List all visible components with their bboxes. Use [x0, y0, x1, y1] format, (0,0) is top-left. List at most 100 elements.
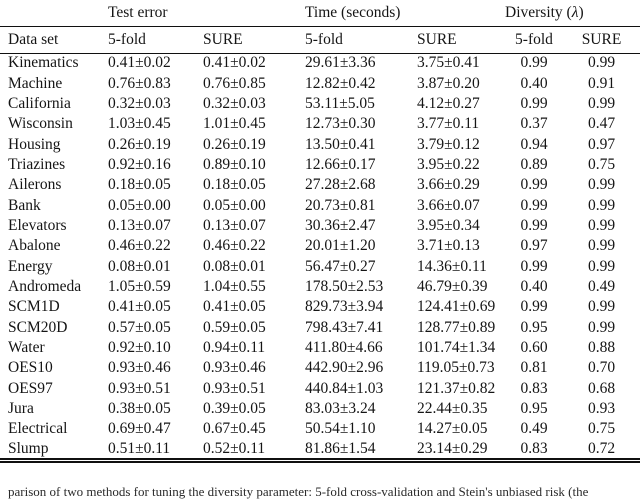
value-cell: 124.41±0.69 [417, 298, 496, 316]
dataset-name-cell: Wisconsin [8, 115, 73, 133]
dataset-name-cell: Andromeda [8, 277, 82, 295]
value-cell: 0.99 [520, 298, 548, 316]
value-cell: 3.66±0.29 [417, 176, 480, 194]
value-cell: 0.99 [587, 54, 616, 72]
value-cell: 0.97 [587, 135, 616, 153]
table-row: Kinematics 0.41±0.02 0.41±0.02 29.61±3.36 3.… [0, 53, 640, 73]
value-cell: 0.05±0.00 [203, 196, 266, 214]
value-cell: 0.40 [520, 74, 548, 92]
value-cell: 101.74±1.34 [417, 338, 496, 356]
value-cell: 12.82±0.42 [305, 74, 376, 92]
value-cell: 0.72 [587, 439, 616, 457]
value-cell: 0.49 [587, 277, 616, 295]
value-cell: 0.13±0.07 [108, 216, 171, 234]
value-cell: 30.36±2.47 [305, 216, 376, 234]
table-row: California 0.32±0.03 0.32±0.03 53.11±5.05 4.… [0, 94, 640, 114]
value-cell: 0.99 [520, 216, 548, 234]
value-cell: 128.77±0.89 [417, 318, 496, 336]
dataset-name-cell: Kinematics [8, 54, 79, 72]
value-cell: 0.81 [520, 359, 548, 377]
group-header-spacer [0, 0, 108, 27]
value-cell: 0.76±0.85 [203, 74, 266, 92]
value-cell: 0.99 [587, 237, 616, 255]
value-cell: 442.90±2.96 [305, 359, 384, 377]
value-cell: 0.59±0.05 [203, 318, 266, 336]
group-header: Time (seconds) [305, 0, 505, 27]
value-cell: 0.93±0.46 [203, 359, 266, 377]
value-cell: 0.40 [520, 277, 548, 295]
value-cell: 829.73±3.94 [305, 298, 384, 316]
value-cell: 3.75±0.41 [417, 54, 480, 72]
value-cell: 0.99 [587, 176, 616, 194]
table-row: OES10 0.93±0.46 0.93±0.46 442.90±2.96 119.05… [0, 358, 640, 378]
value-cell: 0.46±0.22 [203, 237, 266, 255]
value-cell: 0.47 [587, 115, 616, 133]
value-cell: 0.99 [587, 257, 616, 275]
dataset-name-cell: Ailerons [8, 176, 62, 194]
value-cell: 0.91 [587, 74, 616, 92]
table-row: Bank 0.05±0.00 0.05±0.00 20.73±0.81 3.66±0.0… [0, 195, 640, 215]
value-cell: 53.11±5.05 [305, 94, 375, 112]
lambda-symbol: λ [571, 3, 579, 21]
value-cell: 0.99 [520, 54, 548, 72]
value-cell: 3.79±0.12 [417, 135, 480, 153]
value-cell: 22.44±0.35 [417, 400, 488, 418]
table-row: Water 0.92±0.10 0.94±0.11 411.80±4.66 101.74… [0, 338, 640, 358]
value-cell: 0.37 [520, 115, 548, 133]
value-cell: 0.51±0.11 [108, 439, 171, 457]
value-cell: 0.99 [587, 318, 616, 336]
column-header: SURE [563, 26, 640, 54]
value-cell: 1.01±0.45 [203, 115, 266, 133]
value-cell: 3.71±0.13 [417, 237, 480, 255]
value-cell: 4.12±0.27 [417, 94, 480, 112]
value-cell: 0.99 [520, 196, 548, 214]
value-cell: 178.50±2.53 [305, 277, 384, 295]
table-row: Ailerons 0.18±0.05 0.18±0.05 27.28±2.68 3.66… [0, 175, 640, 195]
value-cell: 0.99 [587, 216, 616, 234]
dataset-name-cell: Machine [8, 74, 63, 92]
column-header: 5-fold [108, 26, 203, 54]
dataset-name-cell: Slump [8, 439, 49, 457]
dataset-name-cell: Bank [8, 196, 41, 214]
value-cell: 56.47±0.27 [305, 257, 376, 275]
dataset-name-cell: California [8, 94, 71, 112]
value-cell: 0.93 [587, 400, 616, 418]
value-cell: 0.26±0.19 [203, 135, 266, 153]
table-row: OES97 0.93±0.51 0.93±0.51 440.84±1.03 121.37… [0, 379, 640, 399]
table-row: Elevators 0.13±0.07 0.13±0.07 30.36±2.47 3.9… [0, 216, 640, 236]
value-cell: 0.46±0.22 [108, 237, 171, 255]
value-cell: 0.95 [520, 400, 548, 418]
value-cell: 0.18±0.05 [108, 176, 171, 194]
table-row: Triazines 0.92±0.16 0.89±0.10 12.66±0.17 3.9… [0, 155, 640, 175]
value-cell: 0.69±0.47 [108, 420, 171, 438]
value-cell: 27.28±2.68 [305, 176, 376, 194]
value-cell: 0.41±0.05 [108, 298, 171, 316]
value-cell: 0.75 [587, 155, 616, 173]
dataset-name-cell: Electrical [8, 420, 68, 438]
dataset-name-cell: Abalone [8, 237, 61, 255]
value-cell: 29.61±3.36 [305, 54, 376, 72]
value-cell: 0.92±0.16 [108, 155, 171, 173]
table-row: Electrical 0.69±0.47 0.67±0.45 50.54±1.10 14… [0, 419, 640, 439]
value-cell: 0.57±0.05 [108, 318, 171, 336]
value-cell: 0.83 [520, 439, 548, 457]
value-cell: 3.87±0.20 [417, 74, 480, 92]
value-cell: 0.99 [587, 94, 616, 112]
dataset-name-cell: Energy [8, 257, 53, 275]
value-cell: 14.36±0.11 [417, 257, 487, 275]
column-header: Data set [0, 26, 108, 54]
value-cell: 13.50±0.41 [305, 135, 376, 153]
group-header: Diversity (λ) [505, 0, 640, 27]
value-cell: 0.18±0.05 [203, 176, 266, 194]
dataset-name-cell: SCM20D [8, 318, 68, 336]
value-cell: 0.93±0.51 [108, 379, 171, 397]
value-cell: 0.99 [587, 196, 616, 214]
value-cell: 3.95±0.22 [417, 155, 480, 173]
value-cell: 0.41±0.02 [108, 54, 171, 72]
group-header-row: Test error Time (seconds) Diversity (λ) [0, 0, 640, 27]
value-cell: 81.86±1.54 [305, 439, 376, 457]
table-row: SCM20D 0.57±0.05 0.59±0.05 798.43±7.41 128.7… [0, 317, 640, 337]
value-cell: 0.67±0.45 [203, 420, 266, 438]
group-header: Test error [108, 0, 305, 27]
value-cell: 0.97 [520, 237, 548, 255]
